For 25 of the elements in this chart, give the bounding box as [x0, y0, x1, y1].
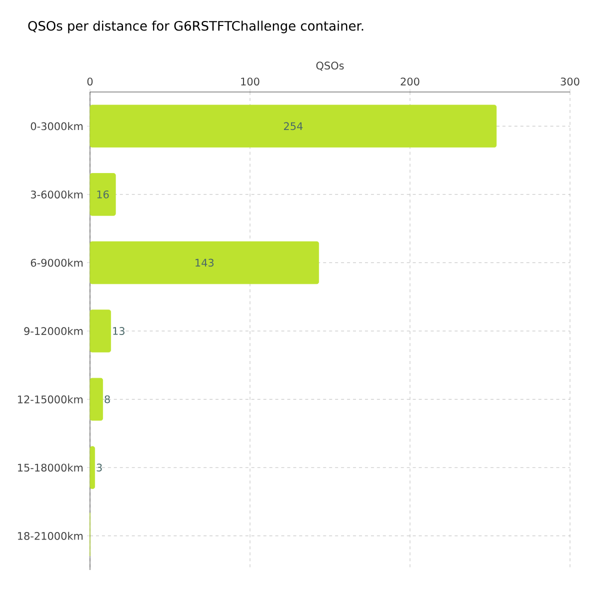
bar — [90, 310, 112, 352]
y-tick-label: 15-18000km — [18, 464, 83, 472]
y-tick-label: 12-15000km — [18, 395, 83, 404]
data-label: 254 — [284, 122, 303, 130]
x-tick-label: 300 — [560, 78, 580, 86]
y-tick-label: 0-3000km — [30, 122, 83, 130]
x-tick-label: 200 — [400, 78, 420, 86]
data-label: 143 — [196, 258, 214, 267]
x-axis-title: QSOs — [316, 62, 344, 71]
y-tick-label: 6-9000km — [30, 258, 83, 267]
data-label: 3 — [96, 464, 102, 472]
bar — [90, 378, 103, 421]
y-tick-label: 18-21000km — [18, 532, 83, 540]
y-tick-label: 9-12000km — [24, 326, 83, 336]
data-label: 16 — [97, 190, 109, 198]
bar — [90, 241, 320, 284]
bar — [90, 104, 497, 148]
x-tick-label: 0 — [87, 78, 93, 86]
bar — [90, 173, 116, 216]
bar — [90, 446, 95, 489]
chart-title: QSOs per distance for G6RSTFTChallenge container. — [28, 20, 364, 34]
y-tick-label: 3-6000km — [30, 190, 83, 198]
x-tick-label: 100 — [241, 78, 260, 86]
data-label: 13 — [113, 327, 124, 335]
data-label: 8 — [104, 395, 110, 404]
